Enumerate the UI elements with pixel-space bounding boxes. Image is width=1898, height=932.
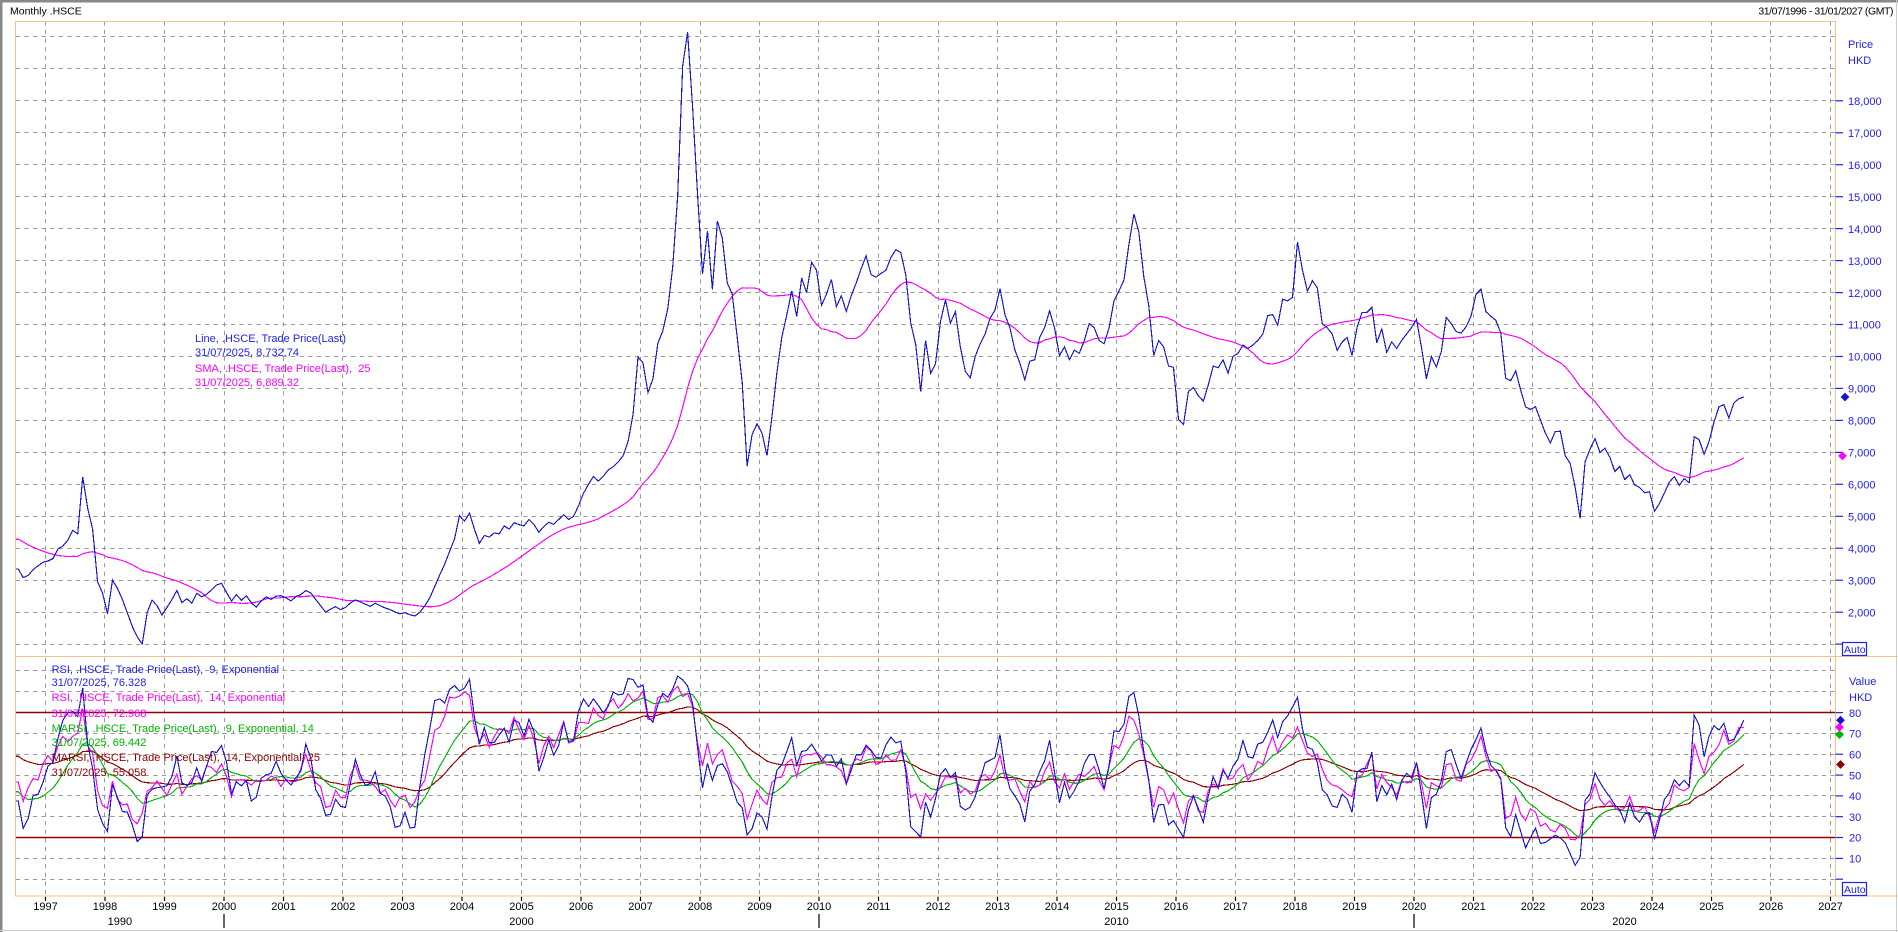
svg-text:HKD: HKD: [1849, 692, 1872, 704]
svg-text:31/07/2025, 72.968: 31/07/2025, 72.968: [52, 708, 147, 720]
svg-text:2012: 2012: [926, 901, 950, 913]
svg-text:30: 30: [1849, 812, 1861, 824]
svg-text:2010: 2010: [807, 901, 831, 913]
svg-text:15,000: 15,000: [1848, 192, 1882, 204]
svg-text:11,000: 11,000: [1848, 320, 1881, 332]
svg-text:2023: 2023: [1580, 901, 1604, 913]
svg-text:Value: Value: [1849, 676, 1876, 688]
svg-text:2014: 2014: [1045, 901, 1069, 913]
svg-text:7,000: 7,000: [1848, 448, 1876, 460]
svg-text:16,000: 16,000: [1848, 160, 1882, 172]
svg-text:2000: 2000: [212, 901, 236, 913]
svg-text:2002: 2002: [331, 901, 355, 913]
svg-text:9,000: 9,000: [1848, 384, 1876, 396]
svg-text:31/07/2025, 55.058: 31/07/2025, 55.058: [52, 767, 147, 779]
svg-text:Auto: Auto: [1844, 884, 1866, 896]
svg-text:31/07/2025, 69.442: 31/07/2025, 69.442: [52, 737, 147, 749]
svg-text:2022: 2022: [1521, 901, 1545, 913]
svg-text:6,000: 6,000: [1848, 480, 1876, 492]
svg-text:2018: 2018: [1283, 901, 1307, 913]
svg-text:31/07/1996 - 31/01/2027 (GMT): 31/07/1996 - 31/01/2027 (GMT): [1758, 6, 1893, 18]
svg-text:2024: 2024: [1640, 901, 1664, 913]
svg-text:Line, .HSCE, Trade Price(Last): Line, .HSCE, Trade Price(Last): [195, 333, 346, 345]
svg-text:2013: 2013: [985, 901, 1009, 913]
svg-text:31/07/2025, 8,732.74: 31/07/2025, 8,732.74: [195, 347, 299, 359]
svg-text:2007: 2007: [628, 901, 652, 913]
svg-text:Monthly .HSCE: Monthly .HSCE: [10, 6, 82, 18]
svg-text:2005: 2005: [509, 901, 533, 913]
svg-text:2027: 2027: [1818, 901, 1842, 913]
svg-text:2,000: 2,000: [1848, 607, 1876, 619]
svg-text:17,000: 17,000: [1848, 128, 1882, 140]
svg-text:1990: 1990: [108, 916, 132, 928]
svg-text:2008: 2008: [688, 901, 712, 913]
svg-text:2004: 2004: [450, 901, 474, 913]
svg-text:2000: 2000: [509, 916, 533, 928]
svg-text:2009: 2009: [747, 901, 771, 913]
svg-text:10,000: 10,000: [1848, 352, 1882, 364]
svg-text:2003: 2003: [390, 901, 414, 913]
svg-text:2011: 2011: [867, 901, 891, 913]
svg-text:4,000: 4,000: [1848, 543, 1876, 555]
svg-text:MARSI, .HSCE, Trade Price(Last: MARSI, .HSCE, Trade Price(Last), 9, Expo…: [52, 723, 314, 735]
svg-text:RSI, .HSCE, Trade Price(Last),: RSI, .HSCE, Trade Price(Last), 14, Expon…: [52, 692, 286, 704]
svg-text:70: 70: [1849, 729, 1861, 741]
svg-text:2010: 2010: [1104, 916, 1128, 928]
svg-text:2006: 2006: [569, 901, 593, 913]
svg-text:RSI, .HSCE, Trade Price(Last),: RSI, .HSCE, Trade Price(Last), 9, Expone…: [52, 664, 279, 676]
svg-text:13,000: 13,000: [1848, 256, 1882, 268]
svg-text:2020: 2020: [1612, 916, 1636, 928]
svg-text:2001: 2001: [271, 901, 295, 913]
svg-text:2020: 2020: [1402, 901, 1426, 913]
svg-text:1997: 1997: [33, 901, 57, 913]
svg-text:50: 50: [1849, 770, 1861, 782]
svg-text:Price: Price: [1848, 39, 1873, 51]
svg-text:SMA, .HSCE, Trade Price(Last),: SMA, .HSCE, Trade Price(Last), 25: [195, 363, 370, 375]
svg-text:10: 10: [1849, 854, 1861, 866]
svg-text:Auto: Auto: [1844, 644, 1866, 656]
svg-text:2016: 2016: [1164, 901, 1188, 913]
svg-text:14,000: 14,000: [1848, 224, 1882, 236]
svg-text:2015: 2015: [1104, 901, 1128, 913]
svg-text:MARSI, .HSCE, Trade Price(Last: MARSI, .HSCE, Trade Price(Last), 14, Exp…: [52, 752, 320, 764]
svg-text:31/07/2025, 6,889.32: 31/07/2025, 6,889.32: [195, 377, 299, 389]
svg-text:1999: 1999: [152, 901, 176, 913]
svg-text:31/07/2025, 76.328: 31/07/2025, 76.328: [52, 677, 147, 689]
svg-text:60: 60: [1849, 749, 1861, 761]
svg-text:80: 80: [1849, 708, 1861, 720]
svg-text:8,000: 8,000: [1848, 416, 1876, 428]
svg-text:2017: 2017: [1223, 901, 1247, 913]
svg-text:5,000: 5,000: [1848, 512, 1876, 524]
svg-text:18,000: 18,000: [1848, 96, 1882, 108]
svg-text:2021: 2021: [1461, 901, 1485, 913]
svg-text:12,000: 12,000: [1848, 288, 1882, 300]
svg-text:2019: 2019: [1342, 901, 1366, 913]
svg-text:3,000: 3,000: [1848, 575, 1876, 587]
svg-text:2026: 2026: [1759, 901, 1783, 913]
svg-text:1998: 1998: [93, 901, 117, 913]
svg-text:20: 20: [1849, 833, 1861, 845]
svg-text:2025: 2025: [1699, 901, 1723, 913]
svg-text:HKD: HKD: [1848, 55, 1871, 67]
svg-text:40: 40: [1849, 791, 1861, 803]
